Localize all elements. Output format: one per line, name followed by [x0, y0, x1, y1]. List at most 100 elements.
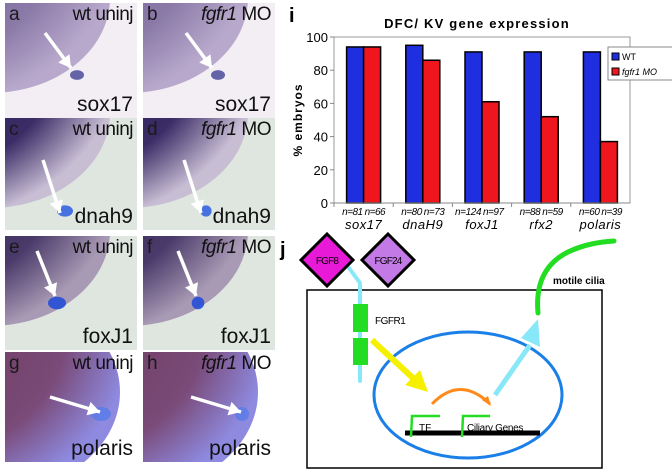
y-tick-label: 0	[321, 196, 328, 211]
bar-wt-foxJ1	[464, 51, 483, 204]
n-label: n=81	[342, 207, 363, 218]
panel-h: h fgfr1 MO polaris	[143, 352, 275, 462]
condition-label: fgfr1 MO	[201, 237, 271, 259]
embryo-image	[5, 236, 137, 350]
arrow-icon	[41, 159, 64, 214]
panel-j-label: j	[279, 239, 286, 261]
arrow-icon	[43, 31, 73, 70]
condition-label: fgfr1 MO	[201, 4, 271, 26]
embryo-image	[143, 236, 275, 350]
category-label: rfx2	[529, 217, 553, 232]
n-label: n=60	[579, 207, 600, 218]
condition-text: wt uninj	[72, 353, 134, 374]
condition-label: wt uninj	[72, 353, 134, 375]
bar-mo-dnaH9	[422, 59, 441, 204]
morpholino-gene: fgfr1	[201, 237, 237, 258]
gene-label: polaris	[209, 437, 271, 460]
gene-label: sox17	[76, 93, 133, 116]
arrow-icon	[190, 395, 242, 416]
gene-label: foxJ1	[220, 325, 271, 348]
arrowhead-icon	[185, 282, 199, 296]
embryo-image	[143, 352, 275, 462]
bar-mo-polaris	[599, 140, 619, 204]
n-label: n=124	[455, 207, 482, 218]
condition-text: MO	[236, 4, 271, 25]
panel-g: g wt uninj polaris	[5, 352, 137, 462]
expression-spot	[70, 70, 84, 80]
tf-promoter-arrow	[409, 414, 440, 438]
expression-spot	[191, 296, 205, 310]
category-label: foxJ1	[465, 217, 499, 232]
panel-letter: h	[147, 353, 158, 374]
panel-i-label: i	[289, 5, 295, 27]
n-label: n=59	[542, 207, 563, 218]
legend: WT fgfr1 MO	[607, 46, 672, 81]
embryo-image	[5, 3, 137, 118]
expression-spot	[200, 205, 212, 217]
arrowhead-icon	[199, 54, 212, 68]
arrowhead-icon	[44, 282, 58, 296]
n-label: n=80	[401, 207, 422, 218]
cilia-label: motile cilia	[553, 276, 605, 287]
morpholino-gene: fgfr1	[201, 353, 237, 374]
fgf24-label: FGF24	[374, 256, 402, 267]
tf-label: TF	[419, 423, 431, 434]
legend-label-mo: fgfr1 MO	[622, 67, 657, 77]
y-tick-label: 20	[314, 163, 328, 178]
bar-wt-polaris	[582, 51, 602, 204]
arrow-icon	[35, 250, 58, 297]
cell-outline	[306, 289, 603, 469]
category-label: dnaH9	[402, 217, 443, 232]
condition-text: wt uninj	[72, 4, 134, 25]
signal-arrow	[369, 337, 428, 392]
panel-letter: b	[147, 4, 158, 25]
panel-letter: f	[147, 237, 153, 258]
arrowhead-icon	[86, 401, 100, 416]
fgfr1-domain-lower	[353, 338, 368, 365]
y-axis-label: % embryos	[291, 83, 305, 156]
bar-wt-sox17	[345, 46, 365, 204]
n-label: n=66	[365, 207, 386, 218]
fgfr1-domain-upper	[353, 304, 368, 332]
arrowhead-icon	[190, 199, 205, 213]
n-label: n=88	[520, 207, 541, 218]
arrowhead-icon	[227, 401, 241, 416]
panel-e: e wt uninj foxJ1	[5, 236, 137, 350]
y-tick-label: 40	[314, 130, 328, 145]
arrow-icon	[182, 159, 205, 214]
morpholino-gene: fgfr1	[201, 4, 237, 25]
panel-a: a wt uninj sox17	[5, 3, 137, 118]
n-label: n=39	[601, 207, 622, 218]
activation-arrowhead	[482, 396, 491, 406]
panel-b: b fgfr1 MO sox17	[143, 3, 275, 118]
panel-letter: a	[9, 4, 20, 25]
arrowhead-icon	[58, 54, 71, 68]
arrow-icon	[176, 250, 199, 297]
gene-label: dnah9	[212, 205, 271, 228]
bar-mo-sox17	[362, 46, 382, 204]
n-label: n=97	[483, 207, 504, 218]
embryo-image	[143, 118, 275, 230]
gene-label: foxJ1	[82, 325, 133, 348]
condition-text: wt uninj	[72, 237, 134, 258]
ciliary-genes-label: Ciliary Genes	[467, 423, 523, 434]
condition-text: MO	[236, 353, 271, 374]
legend-swatch-wt	[611, 52, 620, 61]
legend-swatch-mo	[611, 67, 620, 76]
nucleus	[372, 330, 564, 460]
condition-text: wt uninj	[72, 119, 134, 140]
panel-letter: e	[9, 237, 20, 258]
chart-title: DFC/ KV gene expression	[384, 16, 570, 31]
condition-label: wt uninj	[72, 119, 134, 141]
activation-arrow	[430, 388, 492, 406]
expression-spot	[211, 70, 225, 80]
y-tick-label: 100	[306, 30, 328, 45]
gene-label: dnah9	[74, 205, 133, 228]
category-label: polaris	[579, 217, 622, 232]
morpholino-gene: fgfr1	[201, 119, 237, 140]
y-tick-label: 80	[314, 63, 328, 78]
fgfr1-label: FGFR1	[375, 316, 406, 327]
legend-label-wt: WT	[622, 52, 636, 62]
embryo-image	[5, 118, 137, 230]
ciliary-promoter-arrow	[460, 414, 490, 438]
